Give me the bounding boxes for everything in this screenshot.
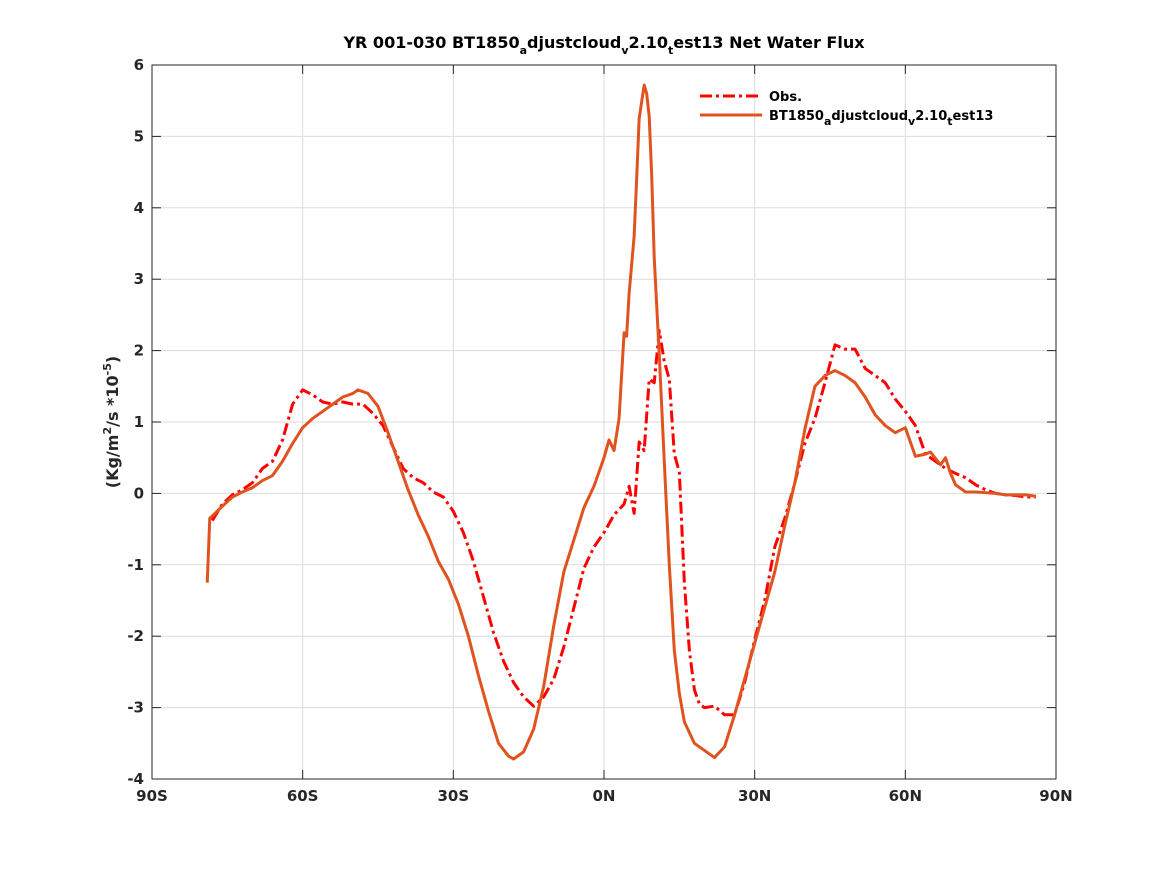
- legend-label-obs: Obs.: [769, 90, 802, 105]
- y-tick-label: 6: [134, 56, 144, 74]
- y-tick-label: 2: [134, 342, 144, 360]
- x-tick-label: 0N: [593, 787, 616, 805]
- x-tick-label: 30S: [437, 787, 469, 805]
- y-tick-label: -2: [127, 627, 144, 645]
- y-tick-label: -3: [127, 699, 144, 717]
- x-tick-label: 60N: [889, 787, 922, 805]
- y-tick-label: -4: [127, 770, 144, 788]
- x-tick-labels: 90S 60S 30S 0N 30N 60N 90N: [136, 787, 1073, 805]
- x-tick-label: 90N: [1039, 787, 1072, 805]
- y-tick-label: 5: [134, 127, 144, 145]
- y-tick-labels: -4 -3 -2 -1 0 1 2 3 4 5 6: [127, 56, 144, 788]
- x-tick-label: 60S: [287, 787, 319, 805]
- x-tick-label: 30N: [738, 787, 771, 805]
- legend: Obs. BT1850adjustcloudv2.10test13: [700, 90, 993, 128]
- series-line-obs: [210, 329, 1036, 717]
- legend-label-model: BT1850adjustcloudv2.10test13: [769, 109, 993, 128]
- ticks: [151, 64, 1057, 780]
- y-axis-label: (Kg/m2/s *10-5): [101, 356, 122, 488]
- series-layer: [205, 83, 1037, 761]
- y-tick-label: 3: [134, 270, 144, 288]
- series-line-model: [205, 83, 1037, 761]
- y-tick-label: 1: [134, 413, 144, 431]
- chart-title: YR 001-030 BT1850adjustcloudv2.10test13 …: [342, 33, 865, 57]
- y-tick-label: 4: [134, 199, 144, 217]
- x-tick-label: 90S: [136, 787, 168, 805]
- y-tick-label: -1: [127, 556, 144, 574]
- y-tick-label: 0: [134, 484, 144, 502]
